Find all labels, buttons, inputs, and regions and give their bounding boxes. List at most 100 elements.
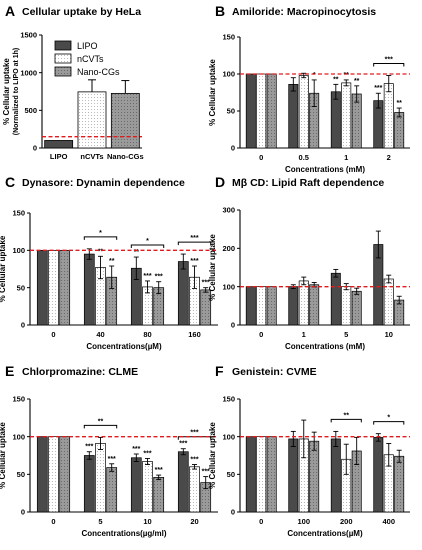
legend-label: LIPO [77, 41, 98, 51]
x-tick-label: 1 [302, 330, 306, 339]
legend-label: nCVTs [77, 54, 104, 64]
bar [142, 461, 153, 513]
bar [83, 455, 95, 513]
bar [59, 436, 71, 513]
y-tick-label: 0 [231, 508, 235, 517]
bar [256, 286, 267, 326]
bar [383, 278, 394, 326]
y-axis-label: % Cellular uptake [208, 422, 217, 489]
x-tick-label: 80 [143, 330, 151, 339]
significance-stars: *** [143, 273, 151, 280]
bar [330, 272, 341, 326]
bar [309, 284, 320, 326]
significance-bracket [373, 62, 405, 67]
bar [394, 112, 405, 149]
panel-a: A Cellular uptake by HeLa 0 500 1000 1500 % Ce… [2, 3, 144, 161]
bar [309, 440, 320, 513]
y-tick-label: 50 [17, 470, 25, 479]
x-axis-label: Concentrations(µM) [86, 342, 162, 351]
panel-letter: F [215, 363, 224, 379]
bar [256, 436, 267, 513]
chart-title: Genistein: CVME [232, 366, 317, 378]
panel-letter: D [215, 174, 225, 190]
x-tick-label: 5 [344, 330, 348, 339]
x-tick-label: 400 [382, 517, 395, 526]
bar [394, 455, 405, 513]
y-tick-label: 0 [33, 144, 37, 153]
panel-d: D Mβ CD: Lipid Raft dependence0100200300%… [208, 174, 410, 351]
bar [288, 286, 299, 326]
bar [130, 457, 142, 513]
significance-bracket-label: * [99, 230, 102, 237]
x-tick-label: LIPO [50, 152, 68, 161]
x-tick-label: 5 [98, 517, 102, 526]
significance-stars: *** [202, 469, 210, 476]
significance-stars: *** [179, 441, 187, 448]
y-axis-label: % Cellular uptake [2, 58, 11, 125]
chart-title: Amiloride: Macropinocytosis [232, 6, 376, 18]
significance-stars: *** [85, 444, 93, 451]
significance-stars: ** [98, 248, 104, 255]
significance-bracket [83, 424, 118, 429]
x-tick-label: 0 [51, 517, 55, 526]
bar [266, 286, 277, 326]
legend: LIPO nCVTs Nano-CGs [54, 40, 120, 77]
bar [330, 91, 341, 149]
significance-stars: *** [132, 446, 140, 453]
significance-stars: *** [190, 457, 198, 464]
panel-c: C Dynasore: Dynamin dependence 0 50 100 150 % … [0, 174, 218, 351]
y-axis-label: % Cellular uptake [0, 235, 7, 302]
y-tick-label: 0 [21, 321, 25, 330]
significance-stars: *** [155, 467, 163, 474]
x-axis-label: Concentrations (mM) [285, 165, 365, 174]
x-tick-label: 100 [297, 517, 310, 526]
y-tick-label: 300 [222, 206, 235, 215]
bar [298, 280, 309, 326]
x-tick-label: nCVTs [80, 152, 103, 161]
legend-swatch [54, 40, 72, 51]
bar [256, 73, 267, 149]
significance-bracket-label: ** [98, 418, 104, 425]
y-tick-label: 100 [222, 282, 235, 291]
y-tick-label: 50 [17, 283, 25, 292]
x-tick-label: 0 [259, 517, 263, 526]
x-tick-label: 200 [340, 517, 353, 526]
y-tick-label: 50 [227, 107, 235, 116]
significance-stars: ** [333, 76, 339, 83]
y-axis-label-secondary: (Normalized to LIPO at 1h) [13, 48, 20, 136]
x-tick-label: 2 [387, 153, 391, 162]
significance-stars: ** [344, 72, 350, 79]
y-tick-label: 100 [12, 432, 25, 441]
significance-stars: *** [374, 85, 382, 92]
significance-stars: ** [354, 78, 360, 85]
y-tick-label: 1000 [20, 68, 37, 77]
y-tick-label: 0 [231, 144, 235, 153]
bar [44, 140, 74, 149]
bar [48, 249, 59, 326]
y-tick-label: 50 [227, 470, 235, 479]
panel-letter: A [5, 3, 15, 19]
y-tick-label: 200 [222, 244, 235, 253]
bar [110, 92, 140, 149]
y-axis-label: % Cellular uptake [208, 59, 217, 126]
significance-stars: ** [134, 249, 140, 256]
bar [77, 91, 107, 149]
significance-bracket [130, 244, 165, 249]
bar [288, 84, 299, 149]
panel-letter: C [5, 174, 15, 190]
significance-bracket [373, 421, 405, 425]
chart-title: Dynasore: Dynamin dependence [22, 177, 185, 189]
significance-stars: *** [202, 280, 210, 287]
chart-title: Mβ CD: Lipid Raft dependence [232, 177, 384, 189]
y-tick-label: 150 [222, 33, 235, 42]
chart-title: Chlorpromazine: CLME [22, 366, 138, 378]
y-axis-label: % Cellular uptake [0, 422, 7, 489]
x-tick-label: 0 [259, 330, 263, 339]
significance-bracket-label: ** [344, 412, 350, 419]
bar [59, 249, 71, 326]
significance-stars: *** [190, 258, 198, 265]
x-tick-label: 0.5 [299, 153, 309, 162]
bar [298, 75, 309, 149]
panel-b: B Amiloride: Macropinocytosis 0 50 100 150 % C… [208, 3, 410, 174]
